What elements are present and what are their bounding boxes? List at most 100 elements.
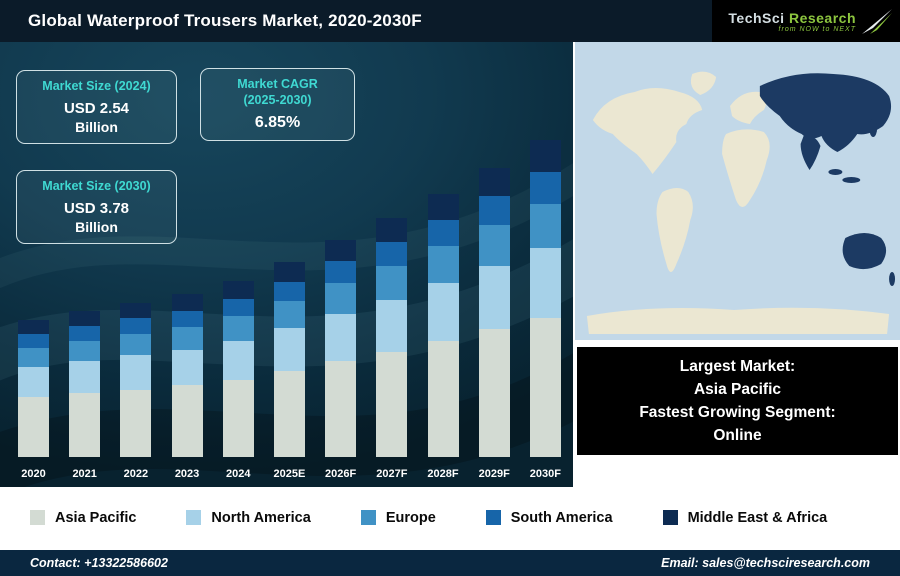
x-axis-label-2022: 2022 bbox=[123, 468, 149, 480]
bar-segment-north-america bbox=[120, 355, 152, 390]
x-axis-label-2024: 2024 bbox=[226, 468, 251, 480]
market-size-2024-title: Market Size (2024) bbox=[42, 79, 151, 93]
bar-segment-europe bbox=[427, 246, 459, 283]
bar-2022 bbox=[120, 303, 152, 457]
map-panel bbox=[573, 42, 900, 342]
legend-swatch-icon bbox=[662, 510, 678, 525]
bar-segment-middle-east-africa bbox=[325, 240, 357, 262]
bar-segment-europe bbox=[222, 316, 254, 341]
bar-segment-asia-pacific bbox=[478, 329, 510, 457]
chart-area: Market Size (2024) USD 2.54 Billion Mark… bbox=[0, 42, 573, 487]
world-map bbox=[575, 42, 900, 340]
bar-segment-europe bbox=[478, 224, 510, 266]
legend-item-europe: Europe bbox=[360, 509, 436, 526]
footer-email: Email: sales@techsciresearch.com bbox=[661, 556, 870, 570]
right-column: Largest Market: Asia Pacific Fastest Gro… bbox=[573, 42, 900, 487]
logo-brand-research: Research bbox=[788, 9, 856, 26]
bar-2024 bbox=[222, 281, 254, 457]
bar-segment-asia-pacific bbox=[529, 317, 561, 457]
bar-segment-north-america bbox=[376, 299, 408, 352]
bar-segment-south-america bbox=[427, 219, 459, 247]
x-axis-label-2028F: 2028F bbox=[427, 468, 459, 480]
bar-segment-south-america bbox=[376, 242, 408, 267]
bar-2028F bbox=[427, 193, 459, 457]
callout-line-4: Online bbox=[713, 427, 762, 445]
bar-segment-north-america bbox=[222, 340, 254, 380]
logo-brand: TechSci Research bbox=[728, 10, 856, 26]
bar-segment-asia-pacific bbox=[18, 396, 49, 457]
techsci-logo: TechSci Research from NOW to NEXT bbox=[712, 0, 900, 42]
bar-segment-middle-east-africa bbox=[529, 140, 561, 172]
map-greenland bbox=[690, 71, 717, 95]
bar-segment-europe bbox=[171, 326, 203, 350]
legend-label: Middle East & Africa bbox=[687, 509, 828, 526]
map-new-zealand bbox=[889, 272, 896, 286]
bar-segment-middle-east-africa bbox=[171, 293, 203, 311]
bar-segment-europe bbox=[529, 203, 561, 249]
bar-segment-north-america bbox=[273, 328, 305, 372]
bar-2021 bbox=[69, 311, 101, 457]
x-axis-label-2027F: 2027F bbox=[376, 468, 408, 480]
bar-segment-north-america bbox=[427, 282, 459, 341]
footer-contact: Contact: +13322586602 bbox=[30, 556, 168, 570]
map-sea-island bbox=[842, 177, 861, 183]
bar-segment-europe bbox=[376, 266, 408, 300]
market-size-2030-value: USD 3.78 bbox=[63, 199, 130, 217]
bar-segment-asia-pacific bbox=[376, 352, 408, 457]
bar-segment-middle-east-africa bbox=[478, 167, 510, 197]
market-size-2024-unit: Billion bbox=[75, 118, 118, 135]
largest-market-callout: Largest Market: Asia Pacific Fastest Gro… bbox=[577, 347, 898, 455]
x-axis-label-2025E: 2025E bbox=[273, 468, 306, 480]
legend-label: North America bbox=[211, 509, 311, 526]
map-south-america bbox=[656, 188, 693, 272]
bar-segment-middle-east-africa bbox=[273, 262, 305, 282]
bar-segment-europe bbox=[69, 340, 101, 361]
legend-label: South America bbox=[510, 509, 613, 526]
bar-segment-middle-east-africa bbox=[427, 193, 459, 220]
bar-segment-north-america bbox=[69, 361, 101, 393]
footer: Contact: +13322586602 Email: sales@techs… bbox=[0, 548, 900, 576]
map-africa bbox=[722, 129, 770, 207]
market-cagr-title: Market CAGR bbox=[237, 77, 318, 91]
x-axis-label-2023: 2023 bbox=[174, 468, 200, 480]
bar-segment-south-america bbox=[325, 261, 357, 284]
market-cagr-period: (2025-2030) bbox=[243, 92, 312, 107]
market-size-2030-title: Market Size (2030) bbox=[42, 179, 151, 193]
market-cagr-box: Market CAGR (2025-2030) 6.85% bbox=[200, 68, 355, 142]
bar-segment-asia-pacific bbox=[171, 385, 203, 457]
bar-segment-south-america bbox=[222, 298, 254, 317]
legend-swatch-icon bbox=[485, 510, 501, 525]
market-size-2030-unit: Billion bbox=[75, 218, 118, 235]
bar-2027F bbox=[376, 217, 408, 457]
bar-segment-north-america bbox=[171, 349, 203, 386]
market-size-2030-box: Market Size (2030) USD 3.78 Billion bbox=[16, 170, 177, 244]
bar-segment-north-america bbox=[529, 248, 561, 318]
bar-segment-europe bbox=[273, 300, 305, 329]
callout-line-3: Fastest Growing Segment: bbox=[639, 404, 836, 421]
bar-segment-north-america bbox=[18, 366, 49, 397]
bar-2023 bbox=[171, 293, 203, 457]
bar-segment-asia-pacific bbox=[325, 361, 357, 457]
bar-segment-middle-east-africa bbox=[120, 303, 152, 319]
x-axis-label-2020: 2020 bbox=[21, 468, 46, 480]
logo-text: TechSci Research from NOW to NEXT bbox=[728, 10, 856, 33]
map-australia-highlight bbox=[842, 233, 887, 270]
x-axis-label-2029F: 2029F bbox=[478, 468, 510, 480]
x-axis-label-2030F: 2030F bbox=[529, 468, 561, 480]
legend-label: Asia Pacific bbox=[55, 509, 137, 526]
bar-segment-north-america bbox=[478, 265, 510, 330]
bar-segment-middle-east-africa bbox=[376, 217, 408, 243]
map-asia-highlight bbox=[759, 73, 892, 152]
logo-arrow-icon bbox=[862, 9, 892, 34]
bar-segment-middle-east-africa bbox=[18, 320, 49, 334]
bar-2029F bbox=[478, 167, 510, 457]
legend-label: Europe bbox=[385, 509, 436, 526]
map-japan bbox=[869, 119, 878, 137]
bar-segment-asia-pacific bbox=[222, 379, 254, 457]
bar-segment-europe bbox=[325, 283, 357, 314]
map-europe bbox=[730, 91, 767, 124]
map-north-america bbox=[592, 88, 703, 174]
bar-2026F bbox=[325, 240, 357, 457]
x-axis-label-2021: 2021 bbox=[72, 468, 97, 480]
